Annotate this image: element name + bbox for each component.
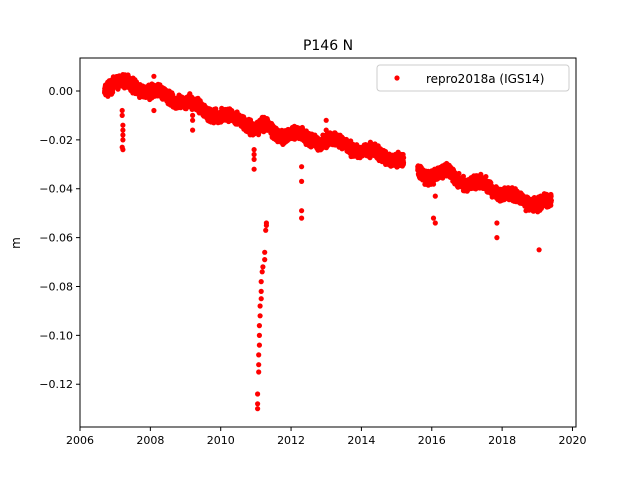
outlier-point [255,391,261,397]
outlier-point [256,323,262,329]
outlier-point [119,107,125,114]
x-tick-label: 2012 [277,434,305,447]
outlier-point [262,257,268,263]
outlier-point [259,269,265,275]
outlier-point [257,303,263,309]
outlier-point [299,215,305,221]
outlier-point [430,215,437,221]
outlier-point [536,247,542,253]
outlier-point [251,156,257,162]
x-tick-label: 2010 [207,434,235,447]
outlier-point [255,406,261,412]
y-tick-label: −0.12 [39,378,73,391]
outlier-point [251,147,257,153]
x-tick-label: 2020 [558,434,586,447]
data-point [213,106,219,112]
outlier-point [120,147,126,153]
outlier-point [151,73,157,79]
outlier-point [190,127,196,133]
outlier-point [432,220,438,226]
outlier-point [120,137,126,143]
plot-frame [79,57,577,428]
outlier-point [256,369,262,375]
outlier-point [262,249,268,255]
outlier-point [120,127,126,133]
chart-title: P146 N [303,38,353,54]
outlier-point [260,264,266,270]
outlier-point [299,178,305,184]
x-tick-label: 2008 [136,434,164,447]
y-axis-label: m [9,237,23,249]
legend: repro2018a (IGS14) [376,64,570,92]
y-tick-label: −0.10 [39,329,73,342]
outlier-point [258,296,264,302]
data-point [548,197,554,204]
outlier-point [119,112,125,118]
y-tick-label: −0.08 [39,280,73,293]
outlier-point [256,362,262,368]
outlier-point [258,279,264,285]
outlier-point [151,107,157,114]
y-tick-label: 0.00 [49,85,74,98]
legend-marker [394,75,400,81]
outlier-point [323,117,329,123]
outlier-point [257,313,263,319]
y-tick-label: −0.06 [39,232,73,245]
x-tick-label: 2014 [347,434,375,447]
x-axis-ticks: 2006 2008 2010 2012 2014 2016 2018 2020 [66,427,586,447]
data-point [456,170,462,177]
outlier-point [190,117,196,123]
outlier-point [323,127,329,133]
outlier-point [251,151,257,158]
legend-box [376,64,570,92]
outlier-point [255,401,261,407]
data-point [548,193,554,199]
outlier-point [494,235,500,241]
outlier-point [258,288,264,294]
data-point [400,160,407,166]
legend-label: repro2018a (IGS14) [426,72,544,86]
outlier-point [299,208,305,214]
outlier-point [120,132,126,138]
outlier-point [432,193,438,199]
y-tick-label: −0.02 [39,134,73,147]
data-point [401,155,407,161]
outlier-point [263,220,269,226]
y-axis-ticks: 0.00 −0.02 −0.04 −0.06 −0.08 −0.10 −0.12 [39,85,80,391]
data-points [102,72,554,412]
x-tick-label: 2016 [418,434,446,447]
x-tick-label: 2006 [66,434,94,447]
outlier-point [263,227,269,233]
outlier-point [256,352,262,358]
outlier-point [256,342,262,348]
x-tick-label: 2018 [488,434,516,447]
outlier-point [120,122,126,128]
y-tick-label: −0.04 [39,183,73,196]
outlier-point [190,112,196,118]
outlier-point [299,164,305,170]
outlier-point [256,332,262,338]
outlier-point [251,166,257,172]
outlier-point [494,220,500,226]
data-point [483,174,489,180]
